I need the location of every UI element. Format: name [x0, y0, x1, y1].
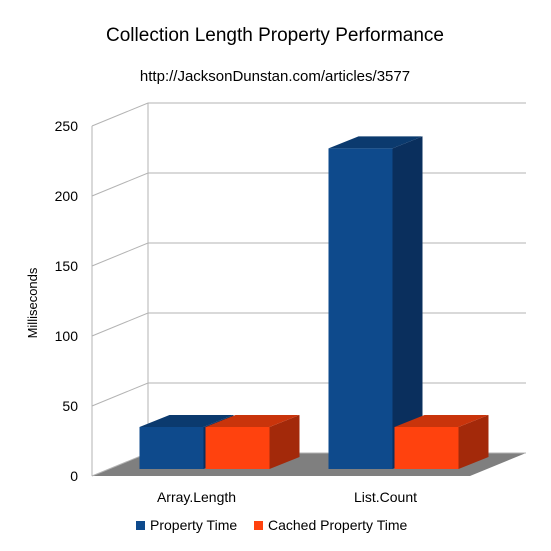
bar-front — [394, 427, 459, 469]
y-gridline — [91, 172, 526, 197]
bar-side — [392, 136, 423, 469]
bar-top — [328, 136, 423, 149]
y-gridline — [91, 242, 526, 267]
bar-front — [328, 148, 393, 469]
y-axis-label: Milliseconds — [25, 267, 40, 338]
bar-front — [139, 427, 204, 469]
y-tick-label: 150 — [55, 258, 79, 274]
bar-top — [205, 415, 300, 427]
legend-swatch — [136, 521, 145, 530]
legend-label: Property Time — [150, 517, 237, 533]
y-gridline — [91, 102, 526, 127]
bar-side — [458, 415, 489, 469]
bar-cached-property-time-list-count — [394, 415, 489, 469]
plot-area: 0 50 100 150 200 250 Array.Length List.Count — [55, 102, 526, 505]
y-gridline — [91, 312, 526, 337]
bar-top — [139, 415, 234, 427]
bar-cached-property-time-array-length — [205, 415, 300, 469]
legend-swatch — [254, 521, 263, 530]
bar-front — [205, 427, 270, 469]
bar-property-time-list-count — [328, 136, 423, 469]
x-tick-label: List.Count — [354, 489, 417, 505]
y-tick-label: 200 — [55, 188, 79, 204]
y-tick-label: 250 — [55, 118, 79, 134]
bar-top — [394, 415, 489, 427]
legend: Property Time Cached Property Time — [136, 517, 407, 533]
y-tick-label: 100 — [55, 328, 79, 344]
chart-subtitle: http://JacksonDunstan.com/articles/3577 — [140, 68, 410, 85]
bar-side — [269, 415, 300, 469]
x-tick-label: Array.Length — [157, 489, 236, 505]
y-tick-label: 50 — [62, 398, 78, 414]
y-tick-label: 0 — [70, 468, 78, 484]
y-gridline — [91, 382, 526, 407]
legend-label: Cached Property Time — [268, 517, 407, 533]
chart-title: Collection Length Property Performance — [106, 25, 444, 46]
